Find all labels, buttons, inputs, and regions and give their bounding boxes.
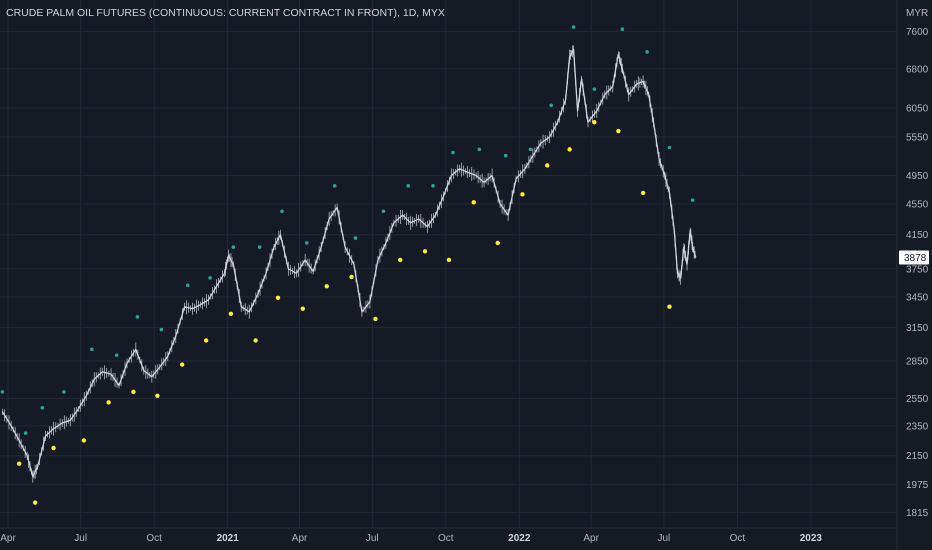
marker-below bbox=[228, 311, 234, 316]
marker-below bbox=[51, 445, 56, 451]
x-tick-label: Apr bbox=[583, 533, 599, 544]
marker-below bbox=[446, 257, 452, 263]
marker-below bbox=[567, 147, 572, 152]
marker-above bbox=[62, 390, 66, 394]
x-tick-label: Apr bbox=[292, 533, 308, 544]
marker-above bbox=[503, 153, 508, 158]
marker-above bbox=[40, 405, 45, 410]
marker-below bbox=[398, 257, 403, 263]
currency-label: MYR bbox=[906, 8, 928, 19]
y-tick-label: 6050 bbox=[906, 104, 929, 115]
marker-above bbox=[231, 245, 236, 249]
y-tick-label: 6800 bbox=[906, 64, 929, 75]
marker-above bbox=[90, 347, 94, 352]
marker-above bbox=[592, 87, 597, 91]
last-price-label: 3878 bbox=[904, 253, 927, 264]
marker-below bbox=[155, 393, 160, 398]
y-tick-label: 1975 bbox=[906, 480, 929, 491]
y-tick-label: 3450 bbox=[906, 292, 929, 303]
grid bbox=[0, 0, 897, 528]
marker-below bbox=[300, 306, 305, 311]
marker-below bbox=[520, 192, 525, 197]
last-price-tag-box bbox=[899, 250, 929, 265]
y-tick-label: 5550 bbox=[906, 133, 929, 144]
x-tick-label: Oct bbox=[730, 533, 746, 544]
marker-below bbox=[495, 240, 500, 246]
marker-below bbox=[324, 284, 329, 289]
marker-above bbox=[451, 150, 455, 155]
marker-above bbox=[304, 241, 309, 245]
marker-below bbox=[471, 200, 476, 205]
marker-above bbox=[257, 245, 262, 249]
last-price-tag: 3878 bbox=[899, 250, 929, 265]
y-tick-label: 4950 bbox=[906, 171, 929, 182]
x-axis[interactable]: Apr Jul Oct 2021 Apr Jul Oct 2022 Apr Jul Oct 2023 bbox=[0, 527, 897, 544]
x-tick-label: Jul bbox=[74, 533, 87, 544]
marker-below bbox=[179, 362, 185, 367]
y-tick-label: 4150 bbox=[906, 230, 929, 241]
marker-above bbox=[690, 198, 695, 202]
marker-below bbox=[373, 316, 378, 322]
marker-below bbox=[16, 461, 22, 466]
y-tick-label: 3750 bbox=[906, 264, 929, 275]
y-tick-label: 2850 bbox=[906, 357, 929, 368]
marker-above bbox=[549, 103, 554, 108]
x-tick-label: 2023 bbox=[800, 533, 823, 544]
marker-below bbox=[592, 120, 597, 125]
marker-above bbox=[667, 145, 672, 150]
y-axis[interactable]: 1815 1975 2150 2350 2550 2850 3150 3450 3750 4150… bbox=[896, 0, 929, 550]
marker-below bbox=[131, 389, 136, 395]
marker-above bbox=[23, 431, 28, 435]
x-tick-label: 2022 bbox=[508, 533, 531, 544]
marker-above bbox=[114, 353, 119, 357]
marker-below bbox=[106, 400, 111, 405]
price-series bbox=[1, 45, 697, 483]
x-tick-label: Oct bbox=[146, 533, 162, 544]
y-tick-label: 2350 bbox=[906, 421, 929, 432]
marker-below bbox=[203, 338, 209, 343]
x-tick-label: 2021 bbox=[217, 533, 240, 544]
marker-above bbox=[406, 184, 411, 188]
y-tick-label: 2150 bbox=[906, 451, 929, 462]
marker-above bbox=[353, 236, 358, 240]
marker-above bbox=[0, 390, 5, 394]
marker-below bbox=[81, 438, 87, 443]
x-tick-label: Jul bbox=[657, 533, 670, 544]
marker-below bbox=[349, 274, 354, 280]
marker-above bbox=[280, 209, 284, 214]
marker-below bbox=[32, 500, 38, 505]
y-tick-label: 4550 bbox=[906, 199, 929, 210]
marker-above bbox=[571, 25, 576, 29]
marker-below bbox=[667, 304, 672, 309]
y-tick-label: 2550 bbox=[906, 394, 929, 405]
marker-above bbox=[381, 209, 386, 214]
marker-above bbox=[159, 327, 164, 332]
x-tick-label: Jul bbox=[366, 533, 379, 544]
marker-above bbox=[477, 147, 482, 152]
marker-above bbox=[332, 184, 337, 188]
x-tick-label: Oct bbox=[438, 533, 454, 544]
marker-above bbox=[208, 276, 212, 280]
marker-above bbox=[431, 184, 435, 188]
y-tick-label: 7600 bbox=[906, 27, 929, 38]
y-tick-label: 1815 bbox=[906, 508, 929, 519]
signal-markers bbox=[0, 25, 695, 505]
marker-above bbox=[528, 147, 533, 152]
marker-below bbox=[640, 190, 646, 196]
marker-below bbox=[616, 128, 621, 134]
marker-above bbox=[185, 283, 190, 288]
marker-above bbox=[135, 315, 140, 319]
marker-above bbox=[620, 27, 625, 32]
marker-below bbox=[422, 249, 428, 254]
y-tick-label: 3150 bbox=[906, 323, 929, 334]
marker-below bbox=[545, 163, 550, 168]
marker-below bbox=[253, 338, 258, 343]
marker-below bbox=[275, 295, 281, 300]
chart-title: CRUDE PALM OIL FUTURES (CONTINUOUS: CURR… bbox=[6, 7, 445, 19]
marker-above bbox=[645, 50, 649, 54]
x-tick-label: Apr bbox=[0, 533, 16, 544]
